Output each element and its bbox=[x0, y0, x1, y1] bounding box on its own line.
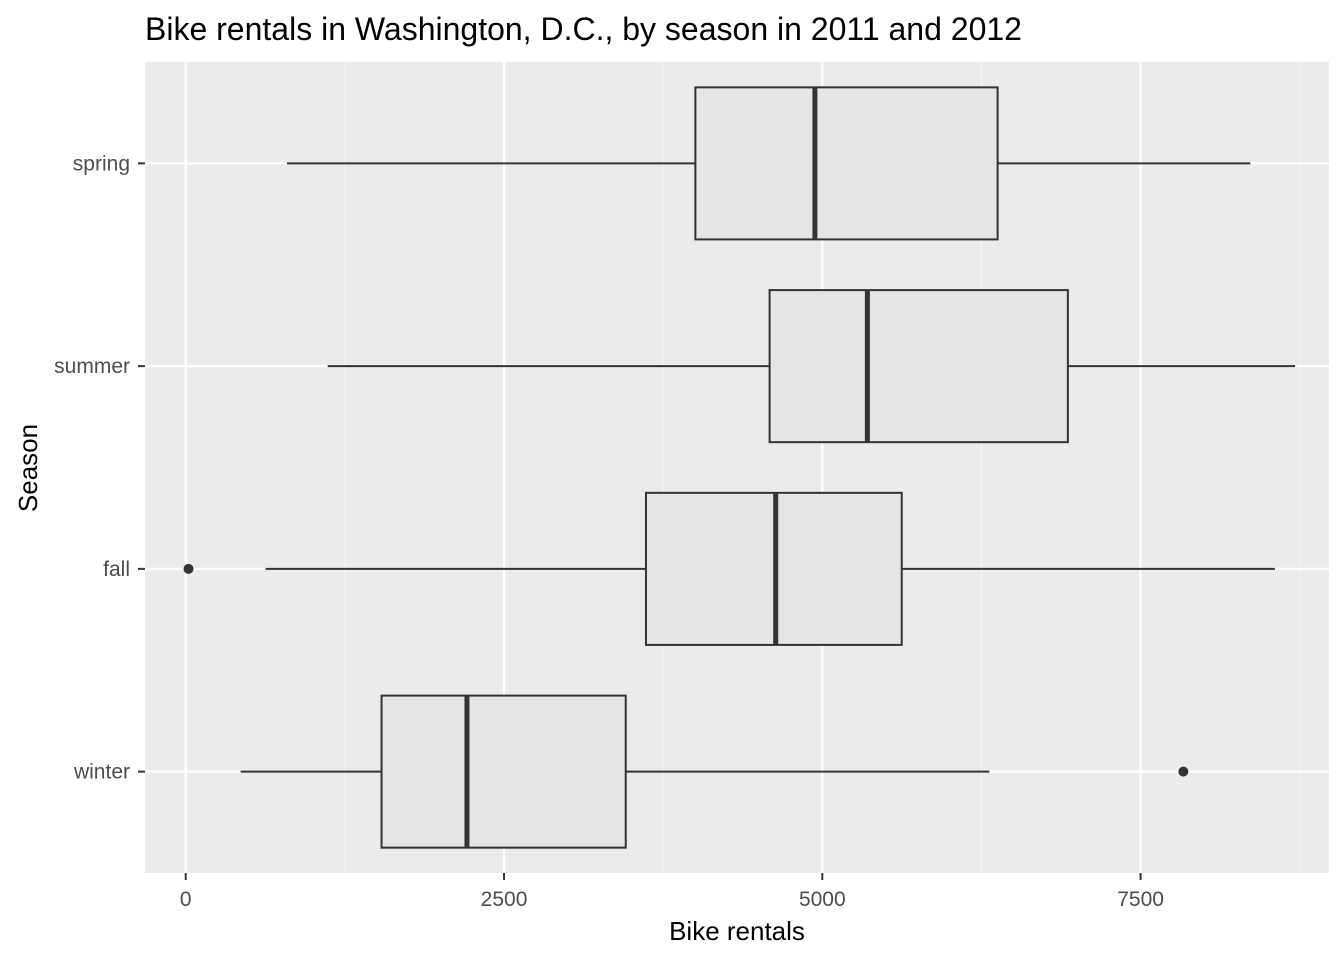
y-tick-label-spring: spring bbox=[73, 152, 130, 175]
y-tick-label-summer: summer bbox=[54, 355, 130, 378]
x-tick-label: 7500 bbox=[1117, 888, 1164, 911]
iqr-box-winter bbox=[380, 694, 627, 849]
axes: 0 2500 5000 7500 spring summer fall winter bbox=[54, 152, 1164, 911]
outlier-point-fall bbox=[183, 563, 194, 574]
y-axis-title: Season bbox=[13, 424, 43, 512]
chart-title: Bike rentals in Washington, D.C., by sea… bbox=[145, 11, 1022, 47]
box-summer bbox=[327, 289, 1296, 444]
y-tick-label-fall: fall bbox=[103, 558, 130, 581]
iqr-box-summer bbox=[768, 289, 1069, 444]
x-tick-label: 2500 bbox=[481, 888, 528, 911]
box-spring bbox=[286, 86, 1251, 241]
y-tick-label-winter: winter bbox=[73, 761, 130, 784]
boxes bbox=[183, 86, 1296, 849]
box-fall bbox=[183, 491, 1275, 646]
x-axis-title: Bike rentals bbox=[669, 916, 805, 946]
box-winter bbox=[240, 694, 1189, 849]
outlier-point-winter bbox=[1178, 766, 1189, 777]
x-tick-label: 5000 bbox=[799, 888, 846, 911]
iqr-box-spring bbox=[694, 86, 999, 241]
x-tick-label: 0 bbox=[180, 888, 192, 911]
